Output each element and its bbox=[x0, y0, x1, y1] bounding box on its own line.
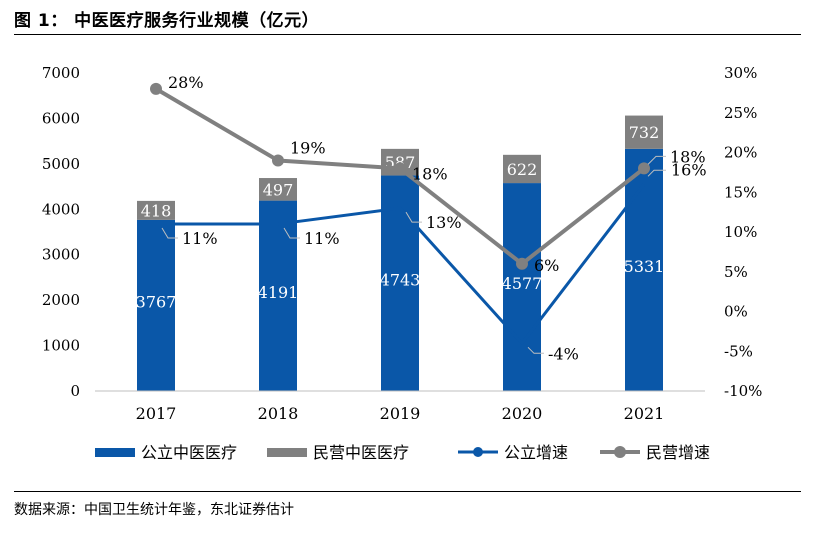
bar-public bbox=[381, 175, 419, 391]
marker-private-growth bbox=[272, 154, 284, 167]
marker-private-growth bbox=[150, 82, 162, 95]
bar-public-label: 3767 bbox=[136, 292, 177, 311]
legend-label-private: 民营中医医疗 bbox=[313, 443, 409, 462]
private-growth-label: 28% bbox=[168, 73, 204, 92]
marker-private-growth bbox=[516, 257, 528, 270]
source-divider bbox=[14, 491, 801, 492]
legend-label-public-growth: 公立增速 bbox=[504, 443, 568, 462]
bar-private bbox=[503, 154, 541, 184]
bar-private-label: 622 bbox=[507, 160, 538, 179]
public-growth-label: 13% bbox=[426, 213, 462, 232]
x-tick-label: 2019 bbox=[380, 404, 421, 423]
legend-marker-private-growth bbox=[614, 446, 626, 458]
bar-private-label: 418 bbox=[141, 201, 172, 220]
y-right-tick-label: -5% bbox=[724, 342, 753, 360]
line-public-growth bbox=[156, 183, 646, 345]
y-left-tick-label: 1000 bbox=[42, 337, 80, 355]
legend-marker-public-growth bbox=[473, 447, 483, 457]
x-tick-label: 2020 bbox=[502, 404, 543, 423]
public-growth-leader bbox=[647, 169, 666, 177]
bar-private-label: 732 bbox=[629, 123, 660, 142]
y-left-tick-label: 0 bbox=[70, 382, 80, 400]
x-tick-label: 2017 bbox=[136, 404, 177, 423]
x-tick-label: 2018 bbox=[258, 404, 299, 423]
title-divider bbox=[14, 34, 801, 35]
bar-public bbox=[503, 183, 541, 391]
public-growth-leader bbox=[161, 227, 178, 239]
y-right-tick-label: 15% bbox=[724, 183, 757, 201]
x-tick-label: 2021 bbox=[624, 404, 665, 423]
private-growth-label: 6% bbox=[534, 256, 559, 275]
bar-public bbox=[137, 219, 175, 391]
public-growth-label: -4% bbox=[548, 344, 579, 363]
bar-private bbox=[137, 200, 175, 220]
bar-public-label: 4577 bbox=[502, 274, 543, 293]
y-right-tick-label: 20% bbox=[724, 144, 757, 162]
private-growth-label: 18% bbox=[412, 164, 448, 183]
bar-public bbox=[625, 148, 663, 391]
legend-swatch-public bbox=[95, 448, 135, 457]
public-growth-label: 16% bbox=[671, 160, 707, 179]
y-right-tick-label: 10% bbox=[724, 223, 757, 241]
y-left-tick-label: 7000 bbox=[42, 64, 80, 82]
bar-public-label: 5331 bbox=[624, 257, 665, 276]
public-growth-leader bbox=[283, 227, 300, 239]
legend-label-private-growth: 民营增速 bbox=[646, 443, 710, 462]
public-growth-label: 11% bbox=[304, 229, 340, 248]
y-left-tick-label: 5000 bbox=[42, 155, 80, 173]
public-growth-label: 11% bbox=[182, 229, 218, 248]
private-growth-label: 19% bbox=[290, 138, 326, 157]
legend-label-public: 公立中医医疗 bbox=[141, 443, 237, 462]
bar-private-label: 497 bbox=[263, 180, 294, 199]
y-right-tick-label: 30% bbox=[724, 64, 757, 82]
private-growth-leader bbox=[647, 155, 666, 165]
public-growth-leader bbox=[527, 346, 544, 354]
marker-private-growth bbox=[394, 162, 406, 175]
public-growth-leader bbox=[405, 211, 422, 223]
marker-private-growth bbox=[638, 162, 650, 175]
legend-swatch-private bbox=[267, 448, 307, 457]
y-left-tick-label: 3000 bbox=[42, 246, 80, 264]
bar-public-label: 4191 bbox=[258, 283, 299, 302]
y-left-tick-label: 4000 bbox=[42, 200, 80, 218]
y-right-tick-label: 5% bbox=[724, 263, 748, 281]
chart-title: 图 1： 中医医疗服务行业规模（亿元） bbox=[14, 11, 320, 31]
y-left-tick-label: 2000 bbox=[42, 291, 80, 309]
y-left-tick-label: 6000 bbox=[42, 109, 80, 127]
private-growth-label: 18% bbox=[670, 147, 706, 166]
bar-public-label: 4743 bbox=[380, 270, 421, 289]
bar-private bbox=[259, 178, 297, 201]
y-right-tick-label: 25% bbox=[724, 104, 757, 122]
bar-private bbox=[625, 115, 663, 149]
bar-public bbox=[259, 200, 297, 391]
y-right-tick-label: -10% bbox=[724, 382, 762, 400]
y-right-tick-label: 0% bbox=[724, 303, 748, 321]
source-note: 数据来源：中国卫生统计年鉴，东北证券估计 bbox=[14, 502, 294, 518]
